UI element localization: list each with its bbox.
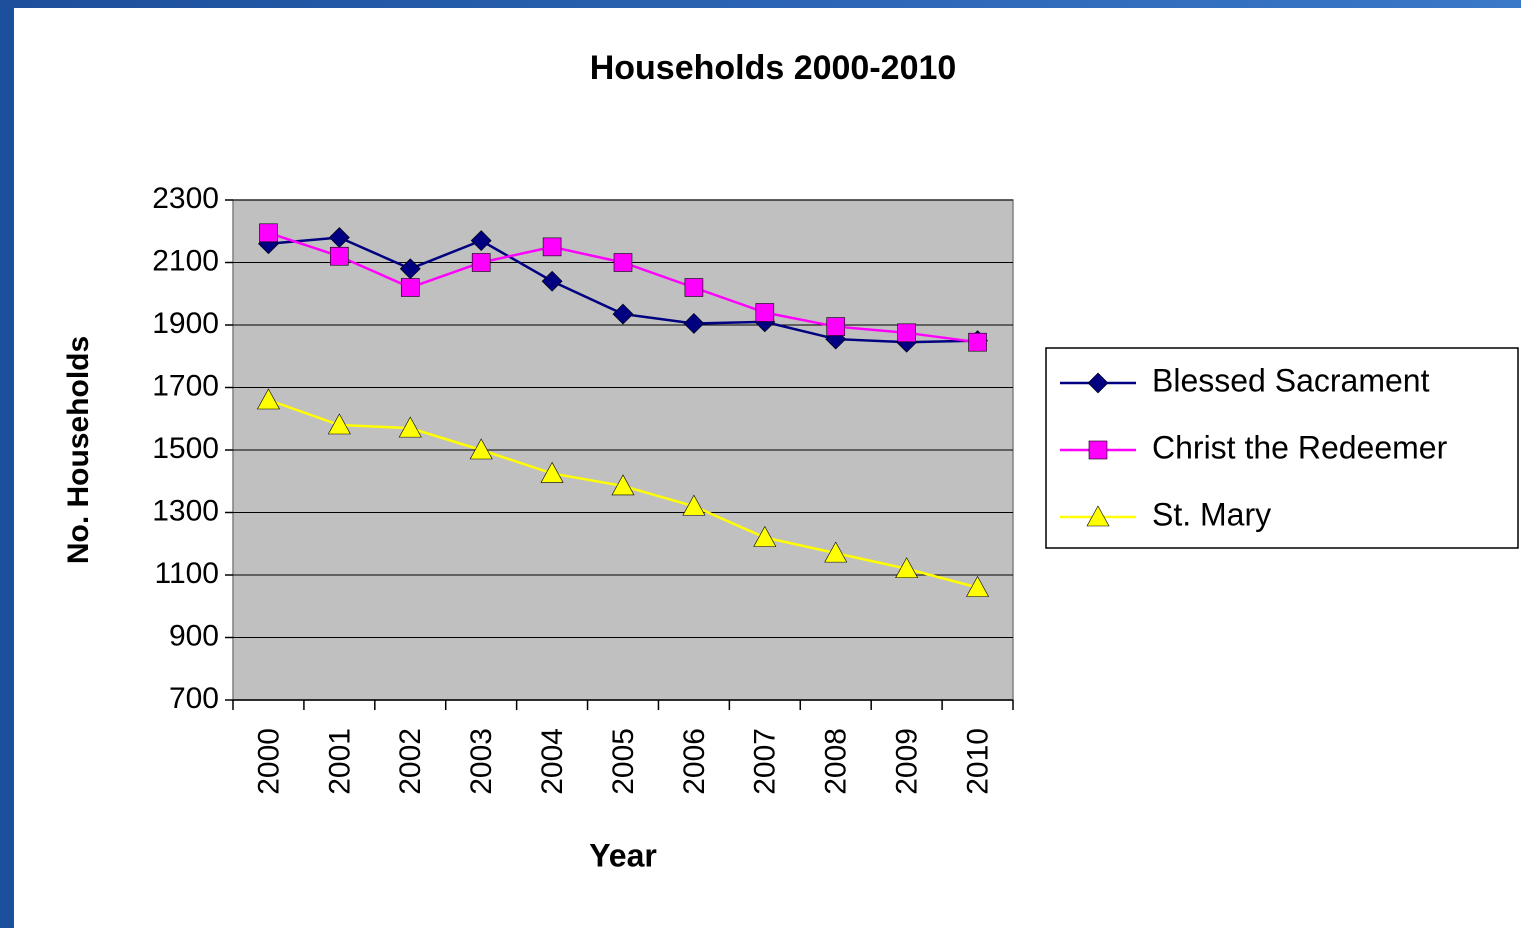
x-tick-label: 2001 [323, 728, 356, 795]
x-tick-label: 2007 [749, 728, 782, 795]
data-point [400, 278, 420, 297]
data-point [541, 270, 563, 292]
x-tick-label: 2000 [252, 728, 285, 795]
data-point [398, 416, 422, 438]
data-point [684, 278, 704, 297]
data-point [259, 223, 278, 243]
data-point [824, 541, 848, 563]
legend-marker [1087, 372, 1109, 394]
data-point [612, 303, 634, 325]
x-tick-label: 2008 [820, 728, 853, 795]
y-tick-label: 1100 [154, 557, 219, 590]
x-axis-label: Year [589, 837, 657, 873]
y-tick-label: 1700 [152, 369, 219, 402]
legend-label: Blessed Sacrament [1152, 362, 1430, 398]
x-tick-label: 2002 [394, 728, 427, 795]
x-tick-label: 2006 [678, 728, 711, 795]
y-tick-label: 2100 [152, 244, 219, 277]
data-point [327, 413, 351, 435]
data-point [897, 323, 916, 343]
x-tick-label: 2010 [961, 728, 994, 795]
y-tick-label: 1500 [152, 432, 219, 465]
x-tick-label: 2003 [465, 728, 498, 795]
legend-marker [1086, 505, 1110, 527]
y-tick-label: 700 [169, 682, 219, 715]
data-point [895, 557, 919, 579]
legend [1045, 347, 1519, 549]
data-point [968, 332, 987, 352]
y-axis-label: No. Households [62, 336, 95, 564]
data-point [469, 438, 493, 460]
y-tick-label: 1900 [152, 307, 219, 340]
data-point [470, 230, 492, 252]
y-tick-label: 900 [169, 619, 219, 652]
data-point [753, 525, 777, 547]
data-point [755, 303, 775, 322]
data-point [611, 474, 635, 496]
data-point [471, 253, 491, 272]
legend-label: Christ the Redeemer [1152, 429, 1448, 465]
x-tick-label: 2004 [536, 728, 569, 795]
data-point [542, 237, 562, 257]
chart-title: Households 2000-2010 [590, 49, 957, 87]
data-point [540, 461, 564, 483]
data-point [683, 313, 705, 334]
data-point [826, 317, 846, 336]
data-point [613, 253, 633, 272]
legend-label: St. Mary [1152, 496, 1271, 532]
x-tick-label: 2005 [607, 728, 640, 795]
y-tick-label: 1300 [152, 494, 219, 527]
data-point [256, 388, 280, 410]
data-point [682, 494, 706, 516]
legend-marker [1088, 440, 1108, 460]
y-tick-label: 2300 [152, 182, 219, 215]
data-point [330, 246, 349, 266]
data-point [966, 575, 990, 597]
x-tick-label: 2009 [891, 728, 924, 795]
